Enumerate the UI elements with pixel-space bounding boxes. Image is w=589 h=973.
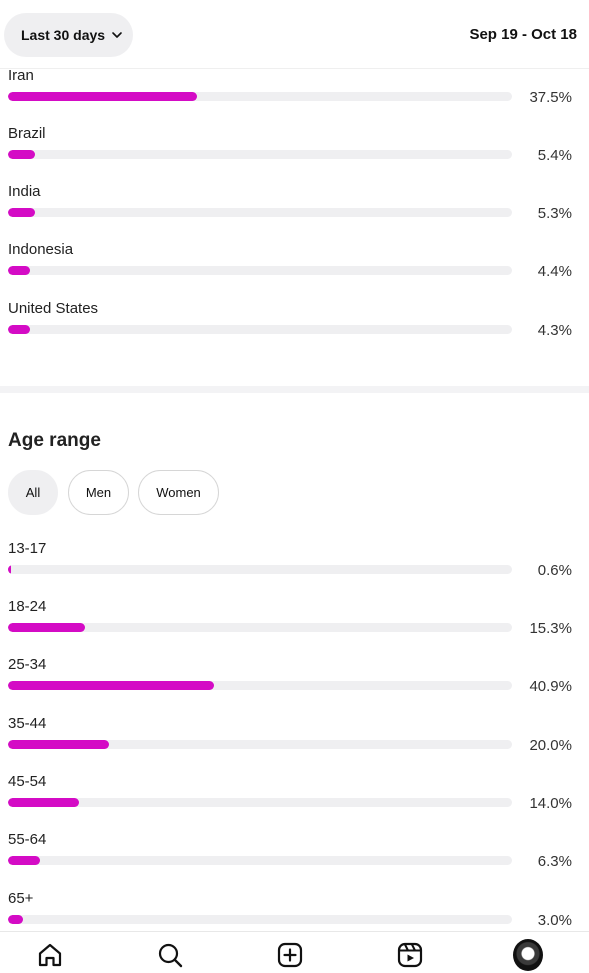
bar-fill xyxy=(8,92,197,101)
bar-fill xyxy=(8,915,24,924)
bar-fill xyxy=(8,623,86,632)
age-percent: 3.0% xyxy=(537,912,572,929)
period-dropdown-button[interactable]: Last 30 days xyxy=(4,13,133,57)
country-label: Brazil xyxy=(8,125,46,142)
bar-fill xyxy=(8,266,31,275)
country-row: Indonesia 4.4% xyxy=(8,241,574,299)
country-label: United States xyxy=(8,300,99,317)
age-label: 13-17 xyxy=(8,540,47,557)
avatar xyxy=(513,939,543,971)
filter-chip-men[interactable]: Men xyxy=(68,470,129,515)
bar-track xyxy=(8,208,512,217)
filter-chip-all[interactable]: All xyxy=(8,470,58,515)
age-label: 25-34 xyxy=(8,656,47,673)
age-percent: 14.0% xyxy=(529,795,572,812)
country-percent: 4.4% xyxy=(537,263,572,280)
bar-track xyxy=(8,798,512,807)
age-label: 65+ xyxy=(8,890,34,907)
bar-track xyxy=(8,740,512,749)
country-row: Brazil 5.4% xyxy=(8,125,574,183)
age-label: 35-44 xyxy=(8,715,47,732)
bar-track xyxy=(8,150,512,159)
home-icon[interactable] xyxy=(35,940,65,970)
age-range-title: Age range xyxy=(8,430,101,451)
bar-track xyxy=(8,623,512,632)
age-row: 55-64 6.3% xyxy=(8,831,574,889)
country-row: United States 4.3% xyxy=(8,300,574,358)
insights-header: Last 30 days Sep 19 - Oct 18 xyxy=(0,0,589,69)
bar-fill xyxy=(8,565,12,574)
bar-track xyxy=(8,856,512,865)
country-label: India xyxy=(8,183,41,200)
bottom-tab-bar xyxy=(0,931,589,973)
create-icon[interactable] xyxy=(275,940,305,970)
age-row: 18-24 15.3% xyxy=(8,598,574,656)
age-label: 18-24 xyxy=(8,598,47,615)
search-icon[interactable] xyxy=(155,940,185,970)
age-label: 55-64 xyxy=(8,831,47,848)
country-percent: 37.5% xyxy=(529,89,572,106)
age-label: 45-54 xyxy=(8,773,47,790)
age-percent: 40.9% xyxy=(529,678,572,695)
bar-track xyxy=(8,681,512,690)
bar-track xyxy=(8,325,512,334)
country-percent: 5.4% xyxy=(537,147,572,164)
bar-fill xyxy=(8,208,35,217)
bar-track xyxy=(8,92,512,101)
age-percent: 20.0% xyxy=(529,737,572,754)
bar-fill xyxy=(8,798,79,807)
country-percent: 5.3% xyxy=(537,205,572,222)
profile-avatar[interactable] xyxy=(513,939,543,971)
period-label: Last 30 days xyxy=(21,27,106,43)
bar-track xyxy=(8,565,512,574)
age-row: 25-34 40.9% xyxy=(8,656,574,714)
bar-fill xyxy=(8,325,30,334)
date-range-text: Sep 19 - Oct 18 xyxy=(469,26,577,43)
age-row: 65+ 3.0% xyxy=(8,890,574,948)
filter-chip-women[interactable]: Women xyxy=(138,470,219,515)
bar-fill xyxy=(8,740,109,749)
section-divider xyxy=(0,386,589,393)
country-row: Iran 37.5% xyxy=(8,67,574,125)
bar-track xyxy=(8,266,512,275)
age-row: 35-44 20.0% xyxy=(8,715,574,773)
age-percent: 6.3% xyxy=(537,853,572,870)
age-percent: 15.3% xyxy=(529,620,572,637)
bar-fill xyxy=(8,856,40,865)
bar-track xyxy=(8,915,512,924)
bar-fill xyxy=(8,681,215,690)
country-row: India 5.3% xyxy=(8,183,574,241)
reels-icon[interactable] xyxy=(395,940,425,970)
chevron-down-icon xyxy=(111,29,123,41)
age-row: 13-17 0.6% xyxy=(8,540,574,598)
age-row: 45-54 14.0% xyxy=(8,773,574,831)
country-label: Indonesia xyxy=(8,241,74,258)
age-percent: 0.6% xyxy=(537,562,572,579)
bar-fill xyxy=(8,150,36,159)
country-percent: 4.3% xyxy=(537,322,572,339)
country-label: Iran xyxy=(8,67,34,84)
